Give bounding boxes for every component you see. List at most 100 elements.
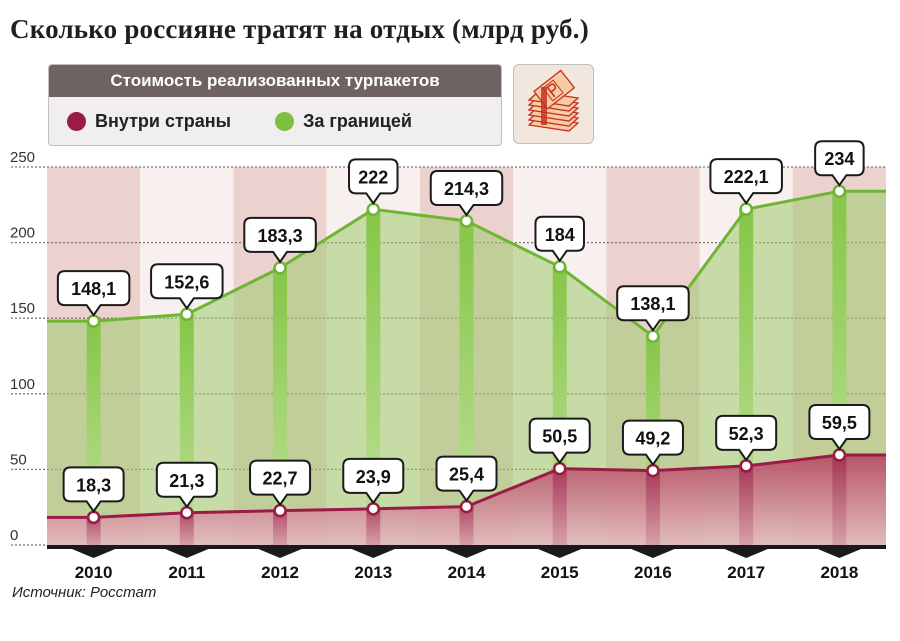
- abroad-data-label: 138,1: [630, 294, 675, 314]
- abroad-point: [366, 202, 381, 217]
- x-tick-marker: [256, 548, 305, 558]
- domestic-data-label: 22,7: [263, 469, 298, 489]
- y-tick-label: 150: [10, 300, 35, 317]
- abroad-point: [739, 202, 753, 216]
- domestic-callout-box: [62, 466, 125, 514]
- domestic-callout-box: [249, 459, 312, 507]
- domestic-bar: [645, 470, 660, 545]
- abroad-callout-box: [56, 270, 131, 317]
- domestic-bar: [739, 465, 754, 545]
- legend-header: Стоимость реализованных турпакетов: [49, 65, 501, 97]
- abroad-point: [459, 214, 474, 228]
- domestic-callout-box: [528, 417, 591, 465]
- domestic-callout: 50,5: [528, 417, 591, 465]
- x-tick-label: 2013: [354, 563, 392, 582]
- abroad-callout-box: [429, 169, 504, 217]
- legend-label-abroad: За границей: [303, 110, 412, 131]
- x-tick-label: 2010: [75, 563, 113, 582]
- abroad-point: [86, 314, 101, 328]
- y-tick-label: 250: [10, 149, 35, 166]
- domestic-point: [366, 502, 381, 516]
- domestic-data-label: 25,4: [449, 465, 484, 485]
- domestic-bar: [552, 468, 567, 545]
- domestic-data-label: 59,5: [822, 413, 857, 433]
- domestic-point: [832, 448, 847, 462]
- x-tick-label: 2018: [820, 563, 858, 582]
- abroad-callout: 184: [534, 215, 585, 263]
- domestic-callout: 25,4: [435, 455, 498, 503]
- domestic-bar: [179, 512, 194, 545]
- domestic-callout: 52,3: [715, 414, 778, 462]
- abroad-callout-box: [534, 215, 585, 263]
- abroad-data-label: 148,1: [71, 279, 116, 299]
- x-tick-marker: [535, 548, 584, 558]
- domestic-callout-box: [435, 455, 498, 503]
- abroad-callout: 222,1: [709, 158, 783, 205]
- abroad-data-label: 152,6: [164, 272, 209, 292]
- x-tick-marker: [628, 548, 677, 558]
- abroad-callout-box: [709, 158, 783, 205]
- domestic-point: [646, 463, 660, 478]
- domestic-area: [47, 455, 886, 545]
- abroad-point: [180, 307, 194, 322]
- abroad-callout: 148,1: [56, 270, 131, 317]
- abroad-point: [646, 329, 660, 343]
- domestic-data-label: 18,3: [76, 475, 111, 495]
- abroad-callout: 138,1: [616, 285, 690, 332]
- x-tick-label: 2015: [541, 563, 579, 582]
- source-note: Источник: Росстат: [12, 584, 157, 601]
- x-tick-label: 2014: [448, 563, 486, 582]
- abroad-callout: 183,3: [243, 216, 317, 264]
- domestic-data-label: 23,9: [356, 467, 391, 487]
- domestic-callout-box: [155, 461, 218, 509]
- abroad-data-label: 234: [824, 149, 854, 169]
- domestic-bar: [459, 506, 474, 545]
- legend-item-abroad: За границей: [275, 111, 412, 132]
- domestic-callout: 18,3: [62, 466, 125, 514]
- domestic-callout: 59,5: [808, 404, 871, 451]
- domestic-callout-box: [715, 414, 778, 462]
- domestic-data-label: 49,2: [635, 429, 670, 449]
- domestic-callout: 21,3: [155, 461, 218, 509]
- abroad-callout-box: [150, 263, 224, 311]
- legend-label-domestic: Внутри страны: [95, 110, 232, 131]
- domestic-data-label: 52,3: [729, 424, 764, 444]
- abroad-data-label: 184: [545, 225, 575, 245]
- domestic-point: [552, 461, 567, 476]
- x-tick-label: 2017: [727, 563, 765, 582]
- domestic-point: [273, 503, 287, 518]
- abroad-point: [273, 261, 287, 275]
- abroad-callout: 152,6: [150, 263, 224, 311]
- abroad-data-label: 214,3: [444, 179, 489, 199]
- domestic-point: [739, 459, 753, 473]
- abroad-callout: 222: [348, 158, 399, 206]
- abroad-callout-box: [616, 285, 690, 332]
- x-tick-marker: [162, 548, 211, 558]
- x-tick-marker: [442, 548, 491, 558]
- domestic-data-label: 50,5: [542, 427, 577, 447]
- abroad-data-label: 222: [358, 167, 388, 187]
- legend-swatch-abroad: [275, 111, 295, 131]
- domestic-callout-box: [342, 457, 405, 505]
- abroad-callout: 214,3: [429, 169, 504, 217]
- y-tick-label: 0: [10, 527, 18, 544]
- abroad-point: [832, 184, 847, 198]
- domestic-callout-box: [808, 404, 871, 451]
- abroad-callout-box: [348, 158, 399, 206]
- x-tick-label: 2016: [634, 563, 672, 582]
- domestic-bar: [273, 510, 288, 545]
- domestic-point: [180, 506, 194, 520]
- y-tick-label: 200: [10, 225, 35, 242]
- legend-swatch-domestic: [67, 111, 86, 131]
- y-tick-label: 50: [10, 451, 27, 468]
- domestic-bar: [832, 455, 847, 545]
- abroad-data-label: 222,1: [724, 167, 769, 187]
- x-tick-marker: [69, 548, 118, 558]
- abroad-point: [552, 260, 567, 274]
- domestic-point: [459, 499, 474, 514]
- legend-item-domestic: Внутри страны: [67, 111, 231, 132]
- x-tick-label: 2012: [261, 563, 299, 582]
- domestic-data-label: 21,3: [169, 471, 204, 491]
- abroad-callout: 234: [814, 140, 865, 187]
